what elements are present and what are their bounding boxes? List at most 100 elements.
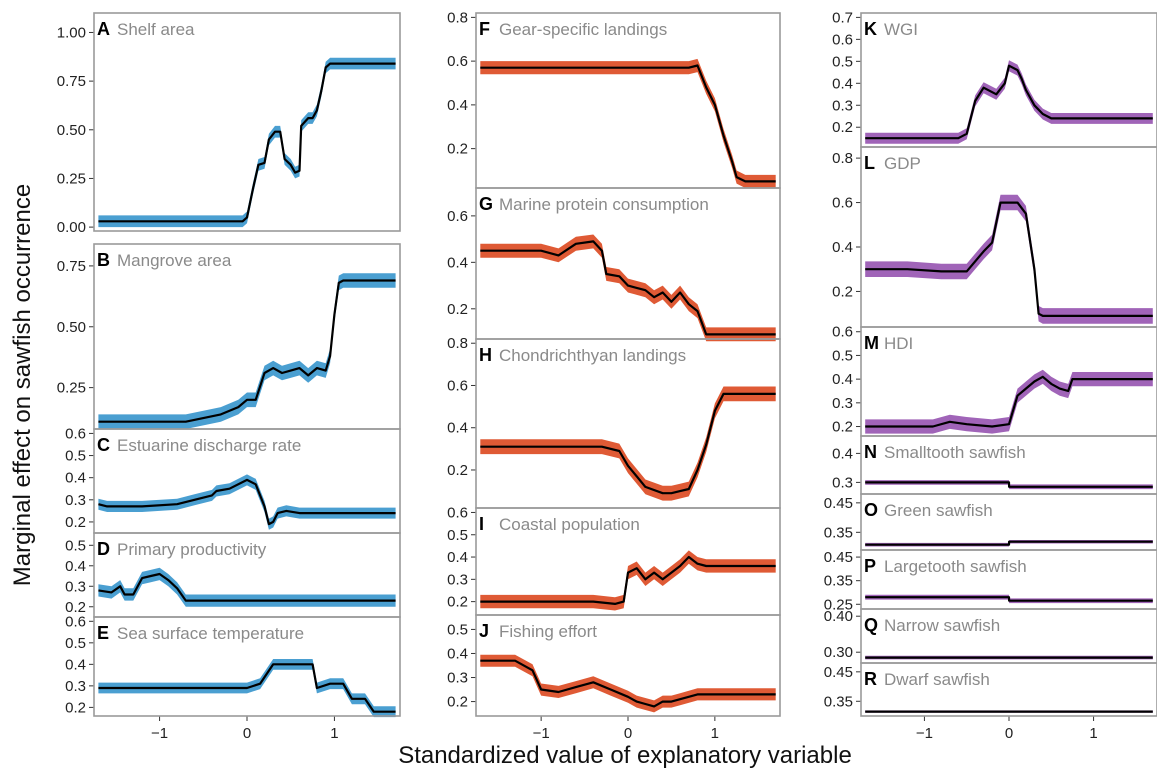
y-tick-label: 0.00 xyxy=(57,219,86,236)
y-tick-label: 0.3 xyxy=(832,395,853,412)
effect-line xyxy=(480,240,776,336)
y-tick-label: 0.4 xyxy=(447,645,468,662)
panel-title: Estuarine discharge rate xyxy=(117,436,301,455)
panel-o: 0.35 0.45 O Green sawfish xyxy=(824,493,1157,551)
panel-b: 0.25 0.50 0.75 B Mangrove area xyxy=(57,243,401,430)
y-tick-label: 0.40 xyxy=(824,608,853,625)
panel-f: 0.2 0.4 0.6 0.8 F Gear-specific landings xyxy=(447,9,781,189)
panel-frame xyxy=(860,146,1157,328)
panel-title: Primary productivity xyxy=(117,540,267,559)
panel-g: 0.2 0.4 0.6 G Marine protein consumption xyxy=(447,187,781,342)
panel-frame xyxy=(475,614,781,717)
panel-i: 0.2 0.3 0.4 0.5 0.6 I Coastal population xyxy=(447,504,781,616)
panel-e: 0.2 0.3 0.4 0.5 0.6 −1 0 1 E Sea surface temperat… xyxy=(65,613,401,742)
y-axis-title: Marginal effect on sawfish occurrence xyxy=(9,184,36,586)
x-tick-label: 0 xyxy=(624,725,632,742)
y-tick-label: 0.25 xyxy=(57,380,86,397)
panel-l: 0.2 0.4 0.6 0.8 L GDP xyxy=(832,146,1157,328)
confidence-band xyxy=(865,369,1153,434)
y-tick-label: 0.45 xyxy=(824,495,853,512)
effect-line xyxy=(98,572,396,602)
y-tick-label: 0.4 xyxy=(447,254,468,271)
y-tick-label: 0.4 xyxy=(65,656,86,673)
panels-group: 0.00 0.25 0.5 0 0.75 1.00 A Shelf area 0.250.500… xyxy=(57,9,1157,742)
panel-letter: C xyxy=(97,435,110,455)
y-tick-label: 0.5 xyxy=(65,635,86,652)
y-tick-label: 0.5 xyxy=(65,537,86,554)
panel-h: 0.2 0.4 0.6 0.8 H Chondrichthyan landings xyxy=(447,335,781,509)
y-tick-label: 0.35 xyxy=(824,524,853,541)
panel-letter: A xyxy=(97,19,110,39)
confidence-band xyxy=(480,234,776,342)
x-axis-title: Standardized value of explanatory variab… xyxy=(398,742,852,769)
y-tick-label: 0.7 xyxy=(832,9,853,26)
y-tick-label: 0.5 xyxy=(447,527,468,544)
panel-p: 0.25 0.35 0.45 P Largetooth sawfish xyxy=(824,549,1157,613)
panel-title: Marine protein consumption xyxy=(499,195,709,214)
confidence-band xyxy=(98,273,396,429)
panel-letter: D xyxy=(97,539,110,559)
panel-d: 0.2 0.3 0.4 0.5 D Primary productivity xyxy=(65,532,401,618)
effect-line xyxy=(98,62,396,223)
panel-frame xyxy=(93,12,401,232)
effect-line xyxy=(480,392,776,495)
y-tick-label: 0.6 xyxy=(832,31,853,48)
y-tick-label: 1.00 xyxy=(57,24,86,41)
y-tick-label: 0.5 xyxy=(447,621,468,638)
y-tick-label: 0.45 xyxy=(824,549,853,566)
y-tick-label: 0.6 xyxy=(832,195,853,212)
panel-c: 0.2 0.3 0.4 0.5 0.6 C Estuarine discharge rate xyxy=(65,425,401,534)
panel-letter: K xyxy=(864,19,877,39)
y-tick-label: 0.2 xyxy=(447,301,468,318)
y-tick-label: 0.4 xyxy=(65,470,86,487)
effect-line xyxy=(480,64,776,183)
panel-title: Shelf area xyxy=(117,20,195,39)
y-tick-label: 0.4 xyxy=(447,420,468,437)
confidence-band xyxy=(98,57,396,228)
y-tick-label: 0.3 xyxy=(832,474,853,491)
panel-a: 0.00 0.25 0.50 0.75 1.00 A Shelf area xyxy=(57,12,401,236)
confidence-band xyxy=(98,567,396,607)
panel-title: Green sawfish xyxy=(884,501,993,520)
y-tick-label: 0.6 xyxy=(447,208,468,225)
x-tick-label: −1 xyxy=(533,725,550,742)
panel-title: Sea surface temperature xyxy=(117,624,304,643)
y-tick-label: 0.3 xyxy=(65,678,86,695)
panel-n: 0.3 0.4 N Smalltooth sawfish xyxy=(832,435,1157,495)
panel-letter: M xyxy=(864,333,879,353)
x-tick-label: 1 xyxy=(330,725,338,742)
y-tick-label: 0.4 xyxy=(447,549,468,566)
panel-q: 0.30 0.40 Q Narrow sawfish xyxy=(824,608,1157,664)
x-tick-label: −1 xyxy=(151,725,168,742)
panel-title: Mangrove area xyxy=(117,251,232,270)
effect-line xyxy=(865,540,1153,546)
panel-m: 0.2 0.3 0.4 0.5 0.6 M HDI xyxy=(832,324,1157,437)
y-tick-label: 0.2 xyxy=(65,699,86,716)
effect-line xyxy=(865,201,1153,317)
panel-letter: O xyxy=(864,500,878,520)
panel-title: Narrow sawfish xyxy=(884,616,1000,635)
y-tick-label: 0.8 xyxy=(447,9,468,26)
panel-letter: R xyxy=(864,669,877,689)
effect-line xyxy=(865,64,1153,140)
y-tick-label: 0.6 xyxy=(832,324,853,341)
confidence-band xyxy=(865,194,1153,324)
effect-line xyxy=(865,481,1153,488)
y-tick-label: 0.2 xyxy=(447,694,468,711)
y-tick-label: 0.6 xyxy=(447,377,468,394)
y-tick-label: 0.2 xyxy=(832,283,853,300)
y-tick-label: 0.3 xyxy=(65,492,86,509)
panel-letter: H xyxy=(479,345,492,365)
y-tick-label: 0.75 xyxy=(57,258,86,275)
panel-letter: Q xyxy=(864,615,878,635)
panel-letter: J xyxy=(479,621,489,641)
y-tick-label: 0.2 xyxy=(65,514,86,531)
y-tick-label: 0.25 xyxy=(824,596,853,613)
panel-j: 0.2 0.3 0.4 0.5 −1 0 1 J Fishing effort xyxy=(447,614,781,742)
y-tick-label: 0.3 xyxy=(832,97,853,114)
y-tick-label: 0.8 xyxy=(832,150,853,167)
panel-title: Smalltooth sawfish xyxy=(884,443,1026,462)
x-tick-label: −1 xyxy=(916,725,933,742)
y-tick-label: 0.35 xyxy=(824,573,853,590)
confidence-band xyxy=(865,60,1153,144)
